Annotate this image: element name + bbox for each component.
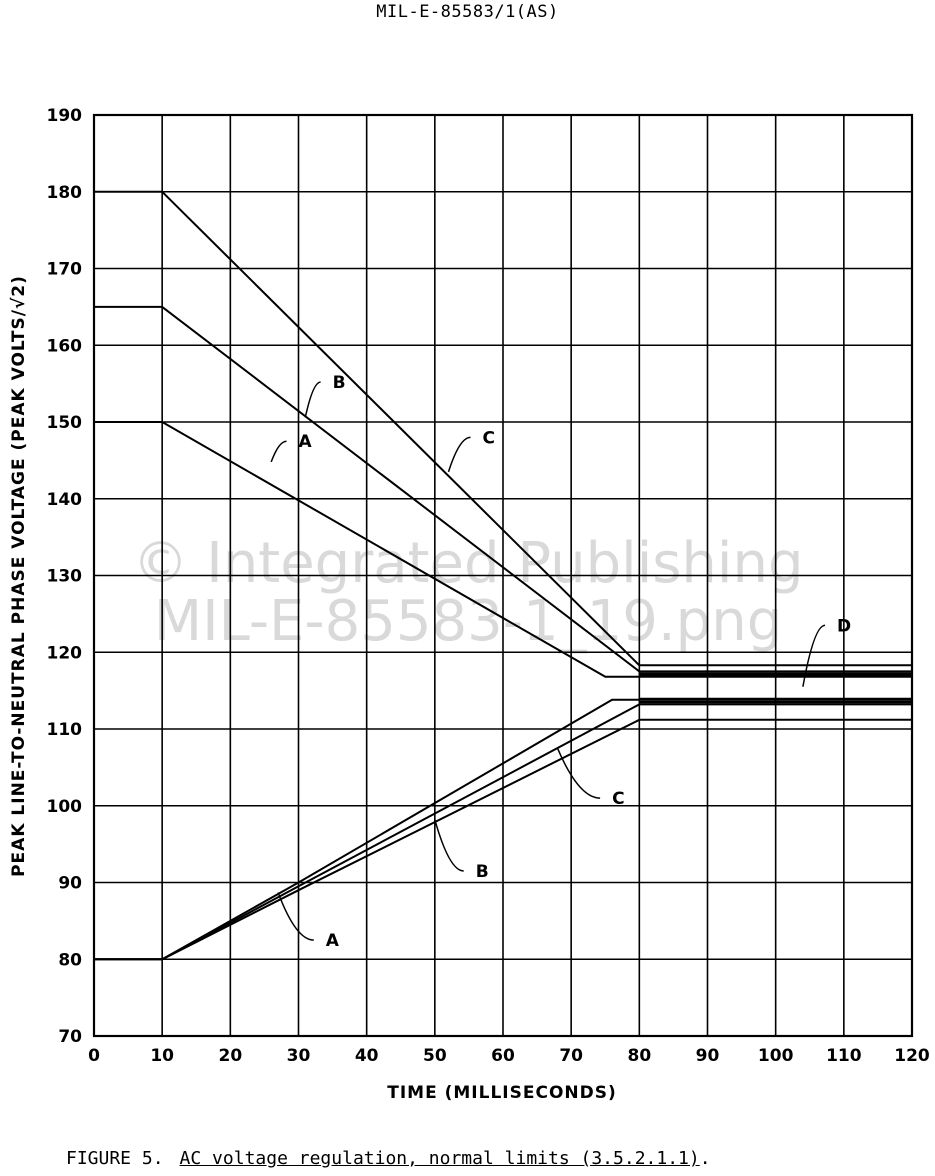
y-tick-label: 90 [58,874,82,894]
y-tick-label: 120 [47,643,83,663]
y-tick-label: 160 [47,336,83,356]
x-tick-label: 20 [218,1046,242,1066]
x-tick-label: 0 [88,1046,100,1066]
x-tick-label: 120 [894,1046,930,1066]
y-tick-label: 170 [47,260,83,280]
annotation-leader [447,436,471,473]
y-tick-label: 70 [58,1027,82,1047]
x-tick-label: 70 [559,1046,583,1066]
curve-label-b: B [333,373,346,393]
curve-label-c: C [483,428,495,448]
watermark-line-1: © Integrated Publishing [132,531,803,596]
series-lines [94,190,912,961]
x-tick-label: 60 [491,1046,515,1066]
document-id: MIL-E-85583/1(AS) [376,2,559,22]
curve-label-c: C [612,789,624,809]
annotation-leader [434,819,464,872]
curve-label-d: D [837,616,851,636]
annotation-leader [802,624,826,687]
x-tick-label: 50 [423,1046,447,1066]
y-tick-label: 80 [58,950,82,970]
y-tick-label: 110 [47,720,83,740]
curve-label-a: A [299,432,313,452]
y-axis-title: PEAK LINE-TO-NEUTRAL PHASE VOLTAGE (PEAK… [9,275,29,877]
y-tick-label: 140 [47,490,83,510]
x-tick-label: 10 [150,1046,174,1066]
x-tick-label: 90 [696,1046,720,1066]
annotation-leader [277,892,314,941]
series-line-upper-b-1 [94,305,912,673]
annotation-leader [304,381,321,418]
figure-title: AC voltage regulation, normal limits (3.… [179,1148,700,1169]
figure-label: FIGURE 5. [66,1148,164,1169]
figure-caption-end: . [699,1148,711,1169]
series-line-upper-c-2 [94,190,912,667]
x-tick-label: 30 [287,1046,311,1066]
curve-annotations: A B C D C B A [270,373,851,951]
curve-label-b: B [476,862,489,882]
watermark: © Integrated Publishing MIL-E-85583-1_19… [132,531,803,654]
y-tick-label: 190 [47,106,83,126]
x-tick-label: 100 [758,1046,794,1066]
figure-caption: FIGURE 5. AC voltage regulation, normal l… [66,1148,711,1169]
y-tick-label: 100 [47,797,83,817]
x-tick-label: 40 [355,1046,379,1066]
annotation-leader [270,440,287,463]
tick-labels: 0 10 20 30 40 50 60 70 80 90 100 110 120 70 80 90 100 110… [47,106,930,1066]
curve-label-a: A [326,931,340,951]
x-tick-label: 80 [627,1046,651,1066]
plot-frame [92,113,914,1038]
annotation-leader [556,747,601,799]
y-tick-label: 180 [47,183,83,203]
grid [92,113,914,1038]
x-axis-title: TIME (MILLISECONDS) [387,1083,617,1103]
watermark-line-2: MIL-E-85583-1_19.png [154,589,782,654]
x-tick-label: 110 [826,1046,862,1066]
series-line-lower-c-5 [94,718,912,961]
y-tick-label: 150 [47,413,83,433]
y-tick-label: 130 [47,567,83,587]
